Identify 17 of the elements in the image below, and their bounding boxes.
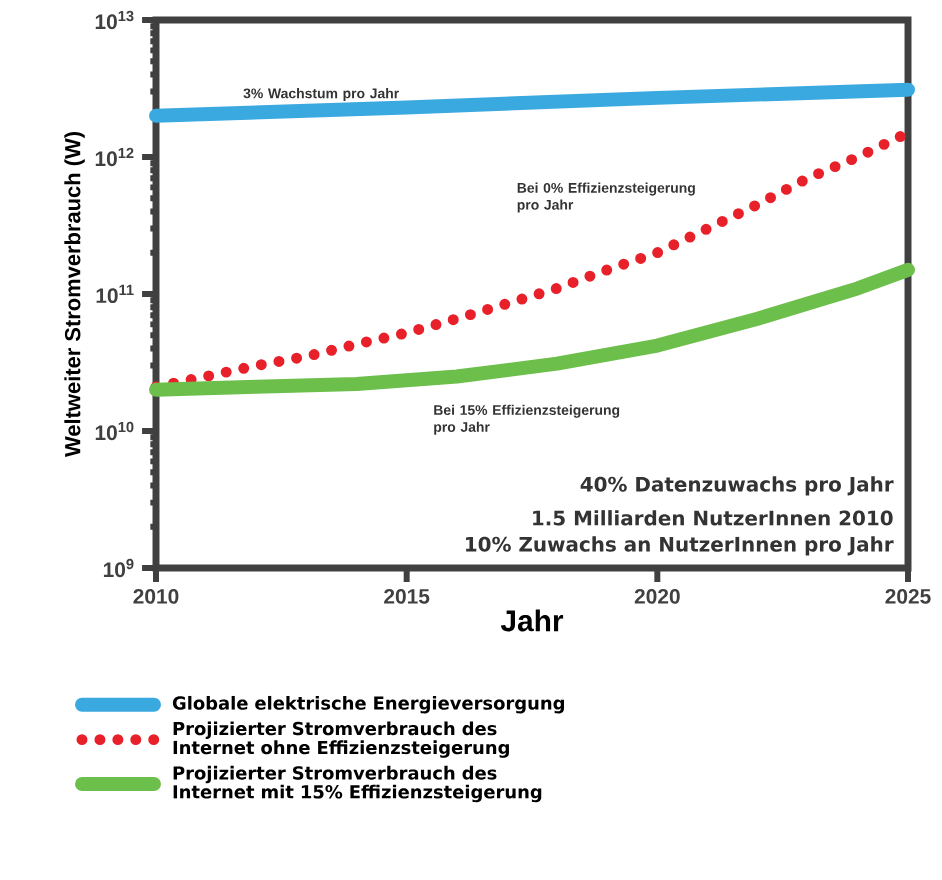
y-tick-label: 10$^{11}$ — [96, 284, 134, 304]
y-tick-label: 10$^{12}$ — [95, 147, 134, 167]
x-tick-label: 2015 — [384, 588, 430, 604]
legend-label: Projizierter Stromverbrauch des Internet mit 15% Effizienzsteigerung — [173, 765, 542, 803]
x-tick-label: 2020 — [634, 588, 680, 604]
y-tick-label: 10$^{9}$ — [103, 558, 134, 578]
y-tick-label: 10$^{10}$ — [95, 421, 134, 441]
y-axis-title: Weltweiter Stromverbrauch (W) — [64, 132, 85, 457]
legend-label: Projizierter Stromverbrauch des Internet ohne Effizienzsteigerung — [173, 721, 509, 758]
annotation: 40% Datenzuwachs pro Jahr — [580, 476, 894, 496]
annotation: 1.5 Milliarden NutzerInnen 2010 — [533, 510, 893, 526]
x-tick-label: 2010 — [133, 588, 179, 604]
y-tick-label: 10$^{13}$ — [95, 10, 134, 30]
x-tick-label: 2025 — [885, 588, 931, 604]
x-axis-title: Jahr — [500, 609, 564, 632]
legend-label: Globale elektrische Energieversorgung — [172, 695, 564, 714]
annotation: 10% Zuwachs an NutzerInnen pro Jahr — [466, 536, 894, 556]
